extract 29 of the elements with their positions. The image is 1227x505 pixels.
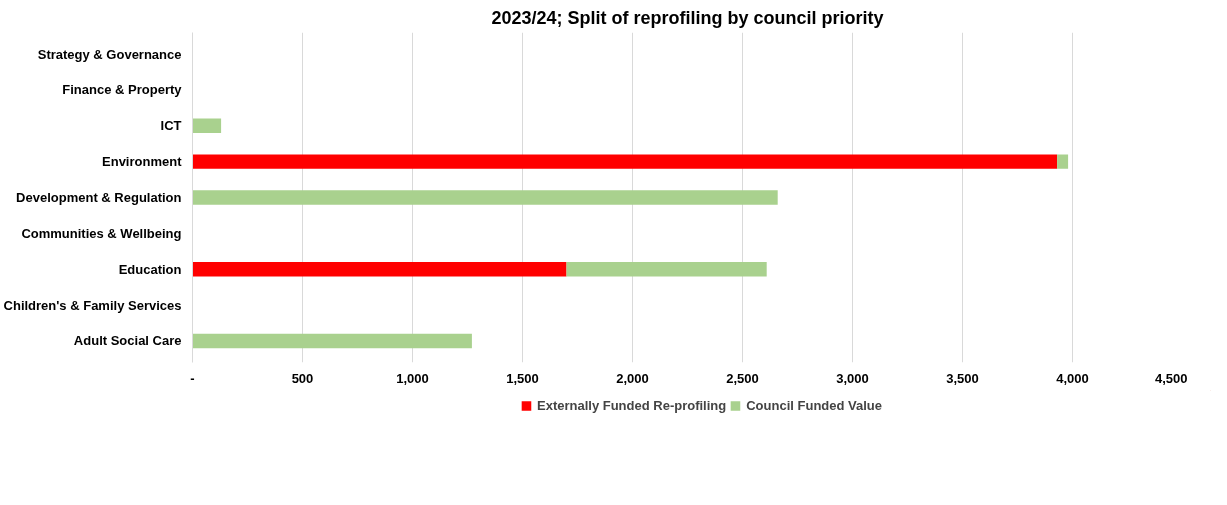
bar (566, 262, 767, 277)
x-tick-label: 3,500 (946, 370, 979, 386)
x-tick-label: 4,000 (1056, 370, 1089, 386)
bar (192, 118, 222, 133)
y-tick-label: Communities & Wellbeing (21, 225, 182, 241)
chart-title: 2023/24; Split of reprofiling by council priority (491, 7, 884, 28)
bar (192, 190, 778, 205)
x-tick-label: 1,000 (396, 370, 429, 386)
y-tick-label: Education (118, 261, 182, 277)
x-tick-label: 3,000 (836, 370, 869, 386)
x-tick-label: 4,500 (1154, 370, 1188, 386)
y-tick-label: Environment (102, 154, 183, 170)
y-tick-label: Finance & Property (62, 82, 183, 98)
bar (192, 333, 472, 349)
y-tick-label: Adult Social Care (73, 333, 182, 349)
bar (192, 154, 1058, 169)
x-tick-label: - (190, 370, 195, 386)
bar (192, 262, 567, 277)
y-tick-label: Strategy & Governance (37, 46, 182, 62)
legend-label: Externally Funded Re-profiling (536, 397, 727, 413)
x-tick-label: 500 (291, 370, 314, 386)
x-tick-label: 2,000 (616, 370, 649, 386)
bar (1057, 154, 1069, 169)
y-tick-label: Development & Regulation (16, 190, 182, 205)
y-tick-label: Children's & Family Services (3, 297, 182, 313)
legend-label: Council Funded Value (746, 397, 883, 413)
x-tick-label: 1,500 (506, 370, 539, 386)
y-tick-label: ICT (160, 118, 182, 134)
x-tick-label: 2,500 (726, 370, 759, 386)
